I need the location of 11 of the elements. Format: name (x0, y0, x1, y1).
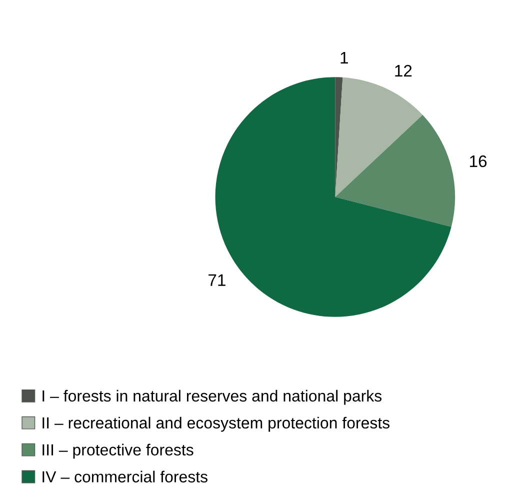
legend-label: III – protective forests (42, 444, 194, 459)
pie-slice (335, 114, 456, 227)
data-label: 71 (208, 274, 226, 286)
data-label: 1 (340, 52, 348, 64)
data-label: 16 (470, 155, 487, 168)
legend-label: II – recreational and ecosystem protection forests (42, 416, 390, 432)
pie-slice (335, 77, 423, 197)
legend-label: I – forests in natural reserves and national parks (42, 390, 382, 405)
legend-label: IV – commercial forests (42, 470, 208, 482)
data-label: 12 (395, 64, 412, 77)
pie-slice (335, 77, 343, 197)
